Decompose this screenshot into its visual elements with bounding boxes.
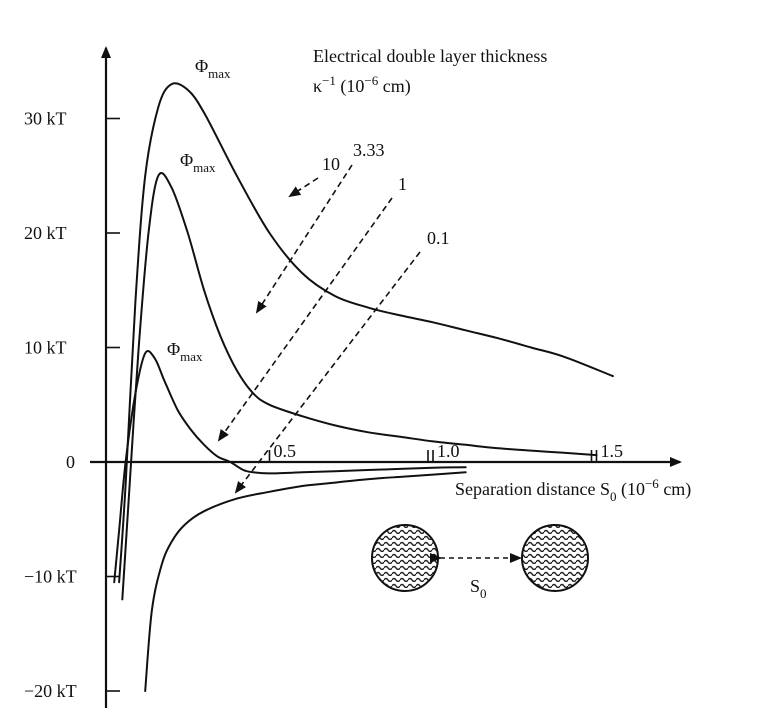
axes xyxy=(90,46,682,708)
x-axis-label-sub: 0 xyxy=(610,489,617,504)
legend-unit-open: (10 xyxy=(336,76,365,97)
two-spheres-diagram: S0 xyxy=(371,524,589,601)
callouts xyxy=(217,164,421,494)
y-tick-label: 10 kT xyxy=(24,338,67,358)
sphere-left xyxy=(371,524,439,592)
x-axis-label-text: Separation distance S xyxy=(455,479,610,499)
phi-max-label-3: Φmax xyxy=(167,339,203,364)
sphere-right xyxy=(521,524,589,592)
x-axis-label: Separation distance S0 (10−6 cm) xyxy=(455,476,691,504)
legend-unit-exponent: −6 xyxy=(364,73,378,88)
series-curve-1 xyxy=(113,350,467,584)
x-axis-unit-open: (10 xyxy=(616,479,645,500)
kappa-symbol: κ xyxy=(313,76,322,96)
series-curve-3.33 xyxy=(121,171,598,601)
x-axis-unit-exponent: −6 xyxy=(645,476,659,491)
x-axis-unit-close: cm) xyxy=(659,479,691,500)
legend-title-line1: Electrical double layer thickness xyxy=(313,46,547,66)
series-label-10: 10 xyxy=(322,154,340,174)
callout-arrow xyxy=(255,164,353,314)
callout-arrow xyxy=(217,197,393,442)
series-label-3.33: 3.33 xyxy=(353,140,385,160)
series-curve-10 xyxy=(118,82,614,584)
series-label-0.1: 0.1 xyxy=(427,228,450,248)
series-label-1: 1 xyxy=(398,174,407,194)
y-tick-label: 30 kT xyxy=(24,109,67,129)
x-tick-label: 1.0 xyxy=(437,441,460,461)
ticks: 30 kT 20 kT 10 kT 0 −10 kT −20 kT 0.5 1.0 1.5 xyxy=(24,109,623,702)
curves xyxy=(113,82,614,692)
legend-title-line2: κ−1 (10−6 cm) xyxy=(313,73,411,97)
legend-unit-close: cm) xyxy=(378,76,410,97)
x-tick-label: 0.5 xyxy=(274,441,297,461)
y-tick-label: 0 xyxy=(66,452,75,472)
callout-arrow xyxy=(288,177,319,198)
kappa-exponent: −1 xyxy=(322,73,336,88)
callout-arrow xyxy=(234,251,421,494)
y-tick-label: 20 kT xyxy=(24,223,67,243)
y-tick-label: −10 kT xyxy=(24,567,77,587)
separation-label: S0 xyxy=(470,576,487,601)
phi-max-label-2: Φmax xyxy=(180,150,216,175)
phi-max-label-1: Φmax xyxy=(195,56,231,81)
x-tick-label: 1.5 xyxy=(601,441,624,461)
series-curve-0.1 xyxy=(144,471,467,692)
y-tick-label: −20 kT xyxy=(24,681,77,701)
